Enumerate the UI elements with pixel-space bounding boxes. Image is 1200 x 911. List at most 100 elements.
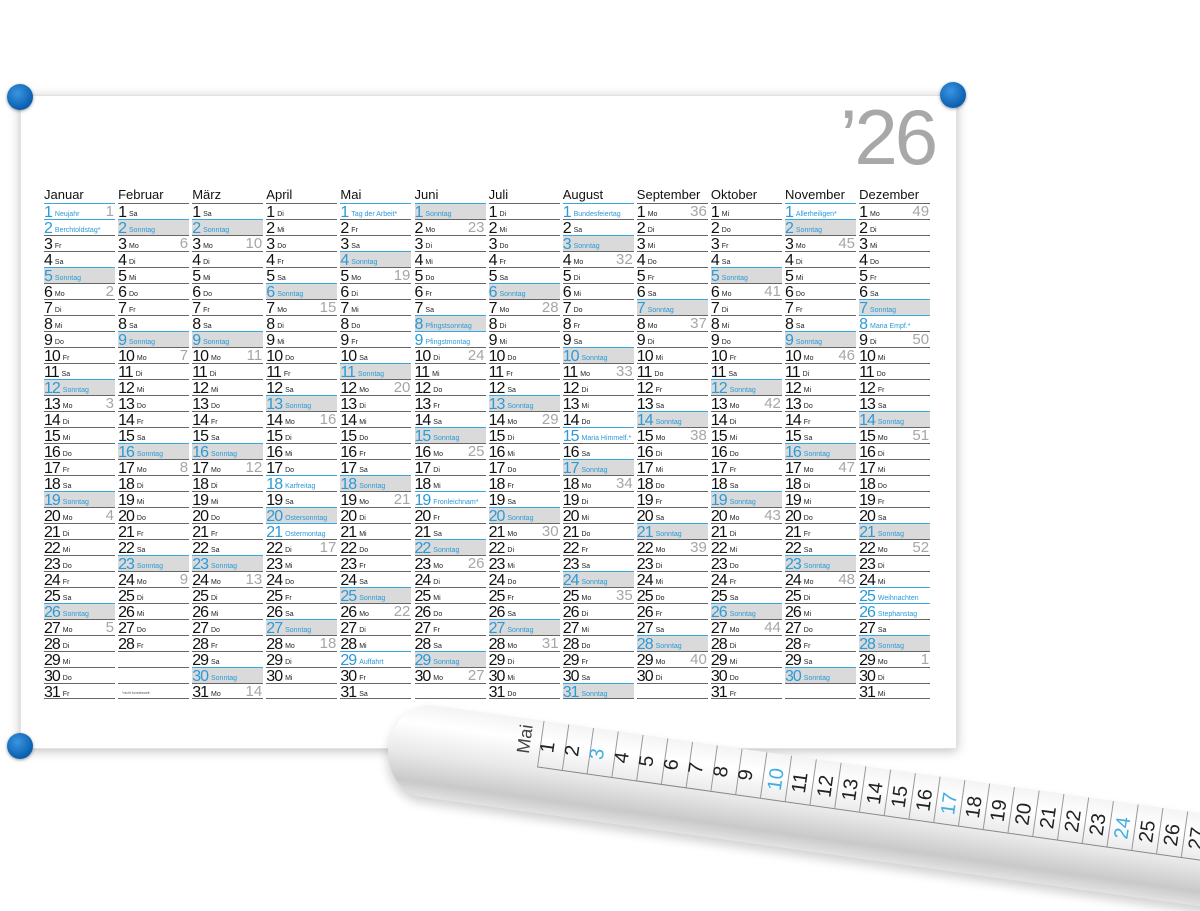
day-cell: 20 Do: [192, 507, 264, 523]
weekday-label: Mi: [729, 659, 738, 666]
day-number: 20: [488, 508, 506, 524]
day-cell: 18 Sa: [710, 475, 782, 491]
day-number: 19: [266, 492, 283, 508]
day-cell: [118, 667, 190, 683]
weekday-label: Sa: [728, 371, 738, 378]
day-number: 4: [710, 252, 720, 268]
weekday-label: Mo: [136, 467, 147, 474]
day-cell: 23 Mi: [266, 555, 338, 571]
day-cell: 8 Pfingstsonntag: [414, 315, 486, 331]
weekday-label: Do: [581, 643, 591, 650]
day-number: 15: [488, 428, 506, 444]
day-number: 31: [44, 684, 61, 699]
day-cell: 20 Sa: [859, 507, 931, 524]
day-cell: 9 Do: [710, 331, 782, 347]
year-label: ’26: [840, 93, 938, 181]
holiday-label: Weihnachten: [877, 595, 919, 602]
day-cell: 27 Do: [785, 619, 856, 635]
day-number: 1: [340, 204, 349, 220]
weekday-label: Di: [729, 419, 737, 426]
week-number: 35: [616, 587, 633, 603]
day-number: 20: [859, 508, 876, 524]
week-number: 42: [764, 395, 781, 411]
weekday-label: Mi: [581, 515, 589, 522]
weekday-label: Mo: [877, 659, 888, 666]
day-number: 7: [266, 300, 275, 316]
day-cell: 1 Bundesfeiertag: [562, 203, 634, 219]
day-cell: 3 Mi: [636, 235, 708, 251]
day-number: 29: [414, 652, 432, 668]
day-number: 10: [785, 348, 802, 364]
day-cell: 4 Fr: [488, 251, 560, 267]
month-column: März 1 Sa 2 Sonntag 3 Mo 10 4 Di 5 Mi 6 Do 7 Fr 8 Sa 9 Sonn…: [192, 186, 264, 699]
day-cell: 22 Di 17: [266, 539, 338, 555]
weekday-label: Mo: [136, 579, 147, 586]
week-number: 7: [179, 347, 189, 363]
day-cell: 2 Di: [859, 219, 931, 235]
weekday-label: Di: [721, 307, 729, 314]
day-number: 3: [859, 236, 868, 252]
day-number: 17: [859, 460, 876, 476]
weekday-label: Sonntag: [795, 339, 822, 346]
day-number: 31: [488, 684, 506, 699]
day-cell: 15 Sa: [785, 427, 856, 443]
day-cell: 9 Do: [44, 331, 115, 347]
weekday-label: Mo: [581, 483, 592, 490]
day-number: 14: [488, 412, 506, 428]
day-number: 4: [266, 252, 275, 268]
day-number: 27: [44, 620, 61, 636]
day-cell: 18 Do: [636, 475, 708, 491]
day-number: 27: [118, 620, 135, 636]
weekday-label: Fr: [210, 419, 218, 426]
day-number: 13: [562, 396, 580, 412]
day-cell: 4 Mi: [414, 251, 486, 267]
weekday-label: Sonntag: [655, 419, 682, 426]
weekday-label: Do: [654, 371, 664, 378]
day-cell: 19 Fr: [636, 491, 708, 507]
day-cell: 5 Di: [562, 267, 634, 283]
day-number: 8: [636, 316, 646, 332]
day-cell: 15 Maria Himmelf.*: [562, 427, 634, 443]
day-cell: 26 Fr: [636, 603, 708, 619]
weekday-label: Mi: [62, 659, 71, 666]
day-cell: 23 Sonntag: [118, 555, 190, 571]
weekday-label: Sa: [573, 227, 583, 234]
day-cell: 30 Sonntag: [192, 667, 264, 683]
weekday-label: Sa: [721, 259, 731, 266]
day-cell: [785, 683, 856, 699]
weekday-label: Sa: [581, 451, 591, 458]
weekday-label: Mi: [655, 355, 663, 362]
day-cell: 9 Pfingstmontag: [414, 331, 486, 347]
weekday-label: Di: [203, 259, 210, 266]
day-cell: 23 Fr: [340, 555, 412, 571]
day-number: 24: [562, 572, 580, 588]
day-cell: 7 Mo 15: [266, 299, 338, 316]
day-cell: 3 Mo 45: [785, 235, 856, 251]
day-cell: 5 Mo 19: [340, 267, 412, 283]
weekday-label: Mo: [499, 307, 510, 314]
weekday-label: Di: [795, 259, 803, 266]
day-number: 20: [266, 508, 283, 524]
day-cell: 21 Fr: [192, 523, 264, 539]
day-cell: 12 Sonntag: [710, 379, 782, 395]
day-number: 8: [340, 316, 349, 332]
day-number: 26: [710, 604, 728, 620]
weekday-label: Sa: [62, 595, 72, 602]
day-cell: 14 Do: [562, 411, 634, 427]
weekday-label: Di: [209, 371, 217, 378]
weekday-label: Do: [655, 595, 665, 602]
day-cell: 14 Di: [44, 411, 115, 427]
day-cell: 22 Mi: [44, 539, 115, 555]
roll-day-number: 4: [610, 750, 634, 765]
day-number: 3: [118, 236, 127, 252]
weekday-label: Sonntag: [285, 403, 312, 410]
day-cell: 23 Di: [859, 555, 931, 571]
day-number: 17: [118, 460, 135, 476]
weekday-label: Sa: [129, 211, 138, 218]
day-cell: 21 Di: [44, 523, 115, 539]
weekday-label: Sonntag: [729, 387, 756, 394]
holiday-label: Ostermontag: [285, 531, 326, 538]
weekday-label: Sonntag: [581, 467, 608, 474]
day-cell: 16 Do: [710, 443, 782, 459]
day-number: 30: [636, 668, 654, 684]
